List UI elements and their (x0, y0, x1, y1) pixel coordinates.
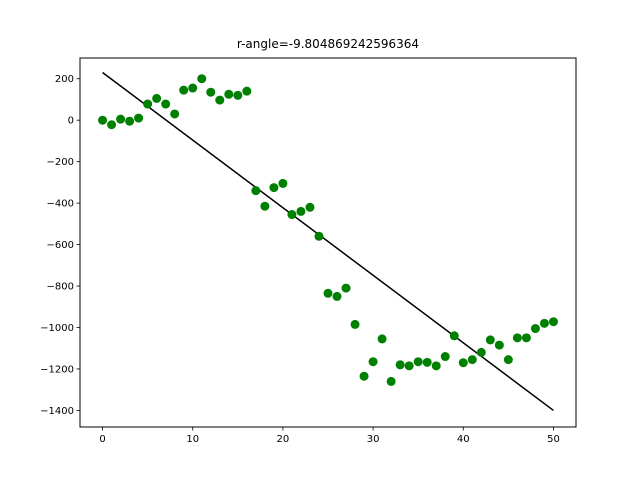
y-tick-label--400: −400 (47, 199, 74, 210)
data-point-11 (197, 74, 207, 84)
data-point-42 (476, 347, 486, 357)
data-point-3 (125, 116, 135, 126)
data-point-44 (494, 340, 504, 350)
x-tick-label-10: 10 (186, 434, 199, 445)
data-point-26 (332, 291, 342, 301)
y-tick-label--1400: −1400 (40, 406, 74, 417)
data-point-29 (359, 371, 369, 381)
data-point-1 (107, 120, 117, 130)
data-point-12 (206, 87, 216, 97)
data-point-17 (251, 186, 261, 196)
x-tick-label-0: 0 (99, 434, 105, 445)
chart-title: r-angle=-9.804869242596364 (237, 37, 419, 51)
data-point-41 (467, 355, 477, 365)
data-point-48 (530, 324, 540, 334)
data-point-46 (512, 333, 522, 343)
data-point-45 (503, 355, 513, 365)
axes-frame (79, 57, 577, 428)
fit-line (102, 71, 554, 412)
x-tick-label-40: 40 (457, 434, 470, 445)
data-point-49 (539, 318, 549, 328)
data-point-43 (485, 335, 495, 345)
data-point-22 (296, 206, 306, 216)
data-point-25 (323, 288, 333, 298)
data-point-33 (395, 360, 405, 370)
data-point-27 (341, 283, 351, 293)
data-point-0 (98, 115, 108, 125)
data-point-38 (440, 352, 450, 362)
data-point-28 (350, 319, 360, 329)
data-point-5 (143, 99, 153, 109)
y-tick-label--1000: −1000 (40, 323, 74, 334)
data-point-20 (278, 178, 288, 188)
data-point-18 (260, 201, 270, 211)
data-point-4 (134, 113, 144, 123)
data-point-13 (215, 95, 225, 105)
data-point-40 (458, 358, 468, 368)
data-point-24 (314, 231, 324, 241)
data-point-8 (170, 109, 180, 119)
data-point-15 (233, 90, 243, 100)
y-tick-label--1200: −1200 (40, 364, 74, 375)
data-point-30 (368, 357, 378, 367)
y-tick-label--200: −200 (47, 157, 74, 168)
data-point-2 (116, 114, 126, 124)
data-point-6 (152, 93, 162, 103)
y-tick-label--600: −600 (47, 240, 74, 251)
data-point-37 (431, 361, 441, 371)
data-point-50 (548, 317, 558, 327)
data-point-36 (422, 357, 432, 367)
data-point-16 (242, 86, 252, 96)
data-point-35 (413, 357, 423, 367)
x-tick-label-30: 30 (367, 434, 380, 445)
data-point-34 (404, 361, 414, 371)
data-point-39 (449, 331, 459, 341)
plot-area: 0 10 20 30 40 50 200 0 −200 −400 −600 −800 −1000 −120… (40, 57, 577, 445)
data-point-31 (377, 334, 387, 344)
y-tick-label-0: 0 (68, 116, 74, 127)
data-point-14 (224, 89, 234, 99)
x-tick-label-50: 50 (547, 434, 560, 445)
data-point-9 (179, 85, 189, 95)
data-point-7 (161, 99, 171, 109)
data-point-19 (269, 183, 279, 193)
data-point-21 (287, 210, 297, 220)
data-point-32 (386, 376, 396, 386)
y-tick-label-200: 200 (55, 74, 74, 85)
x-tick-label-20: 20 (277, 434, 290, 445)
data-point-23 (305, 202, 315, 212)
data-point-10 (188, 83, 198, 93)
y-tick-label--800: −800 (47, 282, 74, 293)
data-point-47 (521, 333, 531, 343)
